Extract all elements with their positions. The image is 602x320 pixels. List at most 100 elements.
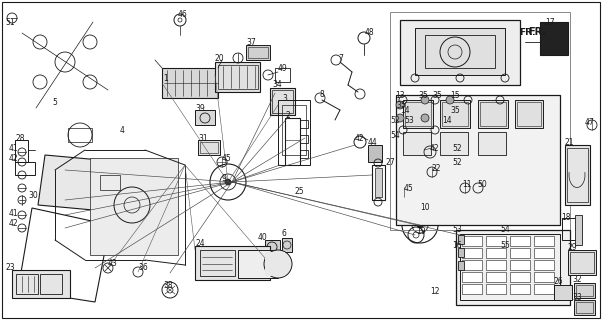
Bar [534,284,554,294]
Text: 14: 14 [442,116,452,124]
Text: 50: 50 [477,180,487,188]
Text: 52: 52 [390,116,400,124]
Bar [456,230,570,305]
Text: 24: 24 [195,239,205,249]
Bar [460,234,560,300]
Text: 7: 7 [338,53,343,62]
Bar [575,215,582,245]
Bar [442,102,468,126]
Bar [576,285,593,296]
Text: 35: 35 [432,91,442,100]
Bar [15,162,35,175]
Text: 8: 8 [320,90,324,99]
Bar [403,132,431,155]
Bar [16,274,38,294]
Bar [567,148,588,202]
Bar [68,128,92,142]
Text: 14: 14 [400,106,409,115]
Bar [15,140,28,162]
Text: 3: 3 [282,93,287,102]
Bar [200,250,235,276]
Text: 9: 9 [222,173,227,182]
Bar [400,20,520,85]
Text: 44: 44 [368,138,377,147]
Bar [12,270,70,298]
Circle shape [396,114,404,122]
Bar [415,28,505,75]
Bar [554,285,572,300]
Bar [478,100,508,128]
Bar [440,100,470,128]
Text: 45: 45 [222,154,232,163]
Circle shape [446,96,454,104]
Bar [285,118,300,165]
Bar [372,165,385,200]
Bar [195,246,270,280]
Bar [462,284,482,294]
Text: 35: 35 [396,100,406,109]
Bar [300,150,308,158]
Text: 23: 23 [5,263,14,273]
Text: 54: 54 [390,131,400,140]
Text: 43: 43 [108,259,118,268]
Bar [405,102,431,126]
Bar [565,145,590,205]
Bar [300,135,308,143]
Text: 16: 16 [452,241,462,250]
Bar [462,248,482,258]
Text: 1: 1 [163,74,168,83]
Bar [368,145,382,162]
Bar [515,100,543,128]
Text: 39: 39 [195,103,205,113]
Text: 51: 51 [5,18,14,27]
Bar [100,175,120,190]
Text: 47: 47 [585,117,595,126]
Text: 32: 32 [572,276,582,284]
Bar [534,272,554,282]
Bar [486,272,506,282]
Bar [200,142,218,153]
Text: 42: 42 [9,154,19,163]
Bar [265,240,280,255]
Text: 19: 19 [416,228,426,236]
Bar [215,62,260,92]
Bar [248,47,268,58]
Bar [517,102,541,126]
Bar [162,68,218,98]
Bar [574,283,595,298]
Text: 42: 42 [355,133,365,142]
Bar [270,88,295,115]
Text: 21: 21 [565,138,574,147]
Text: 20: 20 [215,53,225,62]
Text: 38: 38 [163,282,173,291]
Text: 54: 54 [500,226,510,235]
Bar [568,250,596,275]
Bar [510,248,530,258]
Text: 37: 37 [246,37,256,46]
Bar [90,158,178,255]
Bar [440,132,468,155]
Bar [462,260,482,270]
Text: 52: 52 [452,143,462,153]
Text: 42: 42 [9,219,19,228]
Bar [272,90,293,113]
Text: 10: 10 [420,204,430,212]
Bar [462,272,482,282]
Text: 4: 4 [120,125,125,134]
Text: 55: 55 [500,241,510,250]
Bar [510,272,530,282]
Bar [246,45,270,60]
Circle shape [225,179,231,185]
Bar [458,235,464,244]
Text: 35: 35 [418,91,428,100]
Text: 6: 6 [282,229,287,238]
Bar [570,252,594,273]
Bar [458,261,464,270]
Text: 25: 25 [295,188,305,196]
Text: 53: 53 [452,226,462,235]
Text: 5: 5 [52,98,57,107]
Bar [300,120,308,128]
Text: 41: 41 [9,143,19,153]
Bar [540,22,568,55]
Bar [534,248,554,258]
